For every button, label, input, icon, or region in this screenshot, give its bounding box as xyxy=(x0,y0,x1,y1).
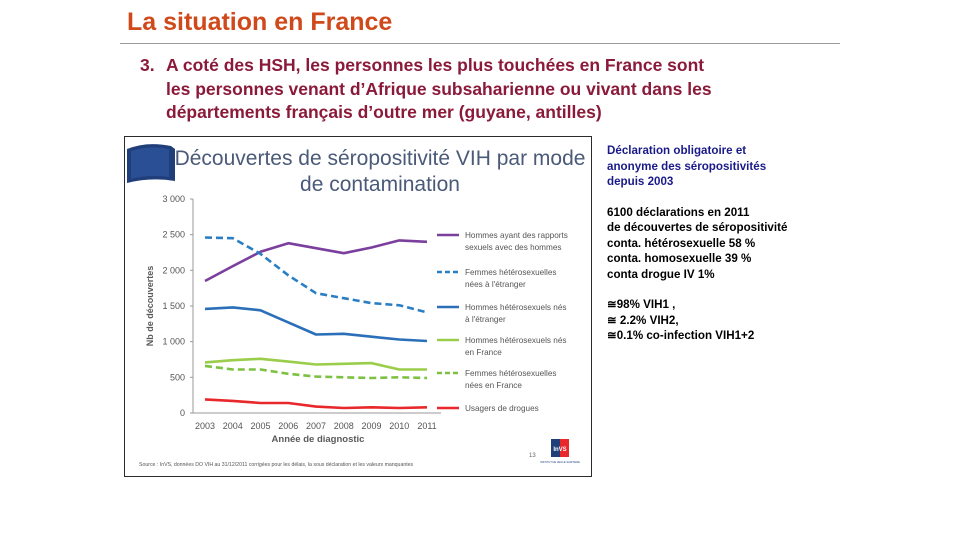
panel-subtype-1: ≅98% VIH1 , xyxy=(607,298,676,311)
series-1-line xyxy=(204,239,428,283)
x-tick-label: 2007 xyxy=(306,421,326,431)
y-tick-label: 2 500 xyxy=(162,230,185,240)
chart-legend: Hommes ayant des rapports sexuels avec de… xyxy=(437,231,568,413)
y-tick-label: 500 xyxy=(170,372,185,382)
side-panel: Déclaration obligatoire et anonyme des s… xyxy=(607,143,847,344)
y-tick-label: 2 000 xyxy=(162,265,185,275)
hiv-discoveries-chart: Découvertes de séropositivité VIH par mo… xyxy=(127,144,586,468)
subtitle-line-2: les personnes venant d’Afrique subsahari… xyxy=(166,78,712,99)
panel-stat-2: de découvertes de séropositivité xyxy=(607,221,788,234)
subtitle-number: 3. xyxy=(140,55,155,75)
chart-container: Découvertes de séropositivité VIH par mo… xyxy=(124,136,592,477)
y-axis-label: Nb de découvertes xyxy=(145,266,155,347)
panel-heading: Déclaration obligatoire et anonyme des s… xyxy=(607,143,847,190)
panel-stat-1: 6100 déclarations en 2011 xyxy=(607,205,750,219)
series-6-line xyxy=(204,398,428,410)
chart-title-line-2: de contamination xyxy=(300,173,460,196)
panel-subtype-3: ≅0.1% co-infection VIH1+2 xyxy=(607,329,755,342)
x-tick-label: 2009 xyxy=(361,421,381,431)
chart-title-line-1: Découvertes de séropositivité VIH par mo… xyxy=(175,147,586,170)
series-3-line xyxy=(204,306,428,343)
series-6-legend-label: Usagers de drogues xyxy=(465,404,539,413)
x-tick-label: 2004 xyxy=(223,421,243,431)
series-2-line xyxy=(204,236,428,314)
panel-stats: 6100 déclarations en 2011 de découvertes… xyxy=(607,205,847,283)
x-tick-label: 2011 xyxy=(417,421,436,431)
slide-title: La situation en France xyxy=(127,8,393,36)
invs-logo-text: InVS xyxy=(553,447,566,453)
panel-subtypes: ≅98% VIH1 , ≅ 2.2% VIH2, ≅0.1% co-infect… xyxy=(607,297,847,344)
x-ticks: 2003 2004 2005 2006 2007 2008 2009 2010 2011 xyxy=(195,421,437,431)
series-3-legend-label: Hommes hétérosexuels nés xyxy=(465,303,566,312)
subtitle-line-1: 3. A coté des HSH, les personnes les plus… xyxy=(140,54,820,78)
panel-heading-line-2: anonyme des séropositivités xyxy=(607,159,767,173)
x-tick-label: 2006 xyxy=(278,421,298,431)
series-5-legend-label: Femmes hétérosexuelles xyxy=(465,369,556,378)
chart-series xyxy=(204,236,428,410)
series-2-legend-label: Femmes hétérosexuelles xyxy=(465,268,556,277)
series-5-line xyxy=(204,364,428,380)
series-2-legend-label: nées à l'étranger xyxy=(465,280,526,289)
panel-stat-4: conta. homosexuelle 39 % xyxy=(607,252,752,265)
series-1-legend-label: sexuels avec des hommes xyxy=(465,243,561,252)
invs-logo-caption: INSTITUT DE VEILLE SANITAIRE xyxy=(540,460,580,464)
panel-subtype-2: ≅ 2.2% VIH2, xyxy=(607,313,679,327)
flag-icon xyxy=(127,144,175,183)
x-tick-label: 2003 xyxy=(195,421,215,431)
x-tick-label: 2008 xyxy=(334,421,354,431)
x-tick-label: 2010 xyxy=(389,421,409,431)
subtitle-line-3: départements français d’outre mer (guyan… xyxy=(166,102,602,122)
panel-heading-line-3: depuis 2003 xyxy=(607,175,674,188)
subtitle-text-1: A coté des HSH, les personnes les plus t… xyxy=(166,55,705,75)
y-tick-label: 1 000 xyxy=(162,337,185,347)
invs-logo: InVS INSTITUT DE VEILLE SANITAIRE xyxy=(540,439,580,464)
y-tick-label: 0 xyxy=(180,408,185,418)
series-5-legend-label: nées en France xyxy=(465,381,522,390)
panel-stat-5: conta drogue IV 1% xyxy=(607,267,715,281)
series-4-legend-label: Hommes hétérosexuels nés xyxy=(465,336,566,345)
source-note: Source : InVS, données DO VIH au 31/12/2… xyxy=(139,462,414,468)
series-4-line xyxy=(204,357,427,371)
title-rule xyxy=(120,43,840,44)
x-axis-label: Année de diagnostic xyxy=(272,434,365,445)
page-number: 13 xyxy=(529,453,536,459)
series-3-legend-label: à l'étranger xyxy=(465,315,506,324)
series-4-legend-label: en France xyxy=(465,348,502,357)
panel-heading-line-1: Déclaration obligatoire et xyxy=(607,144,747,157)
y-tick-label: 3 000 xyxy=(162,194,185,204)
y-ticks: 0 500 1 000 1 500 2 000 2 500 3 000 xyxy=(162,194,193,418)
series-1-legend-label: Hommes ayant des rapports xyxy=(465,231,568,240)
panel-stat-3: conta. hétérosexuelle 58 % xyxy=(607,236,756,250)
y-tick-label: 1 500 xyxy=(162,301,185,311)
slide-subtitle: 3. A coté des HSH, les personnes les plus… xyxy=(140,54,820,125)
x-tick-label: 2005 xyxy=(250,421,270,431)
